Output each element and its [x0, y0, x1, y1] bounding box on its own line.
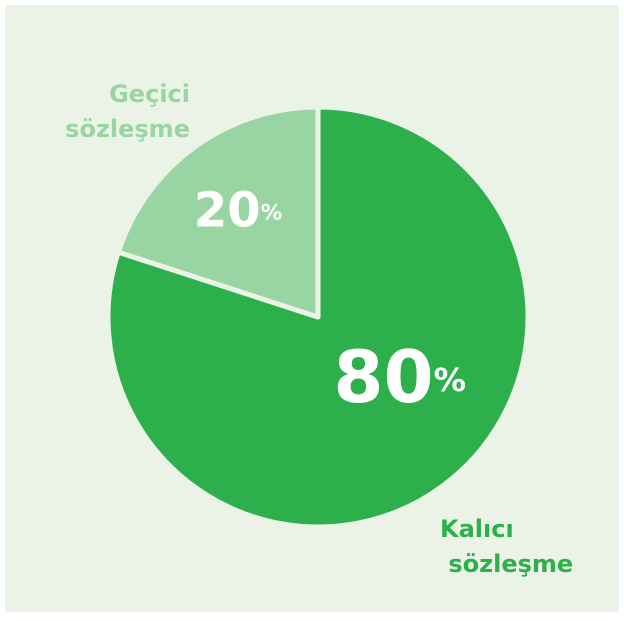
- value-label: 20%: [194, 183, 282, 239]
- category-label: Geçici sözleşme: [57, 80, 190, 143]
- pie-slice: [115, 104, 321, 320]
- value-label: 80%: [333, 334, 466, 418]
- category-label: Kalıcı sözleşme: [440, 515, 573, 578]
